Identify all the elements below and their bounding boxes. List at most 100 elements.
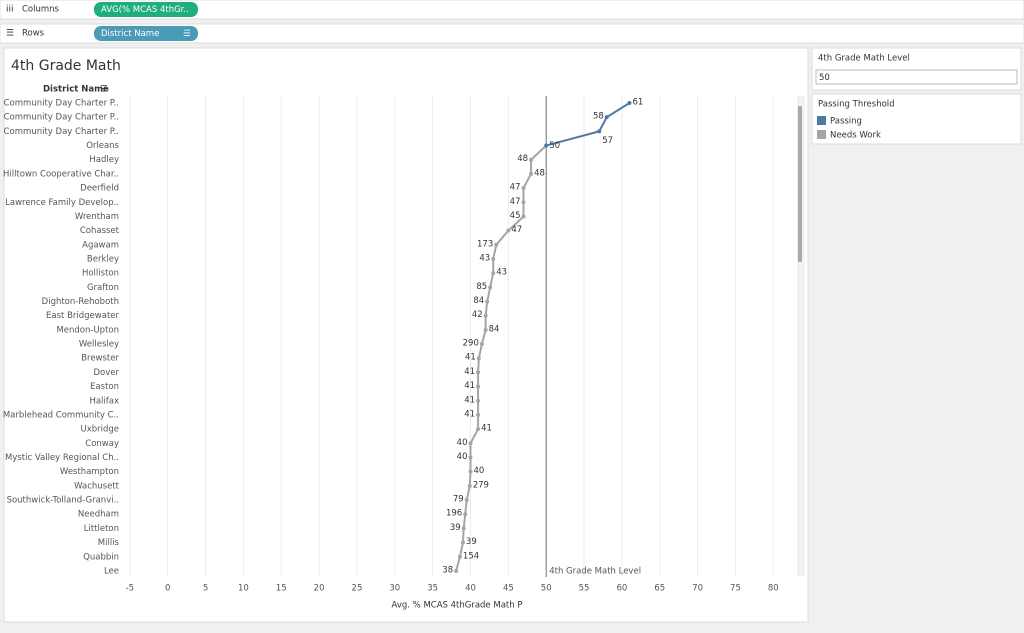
x-tick-label: -5 [126, 584, 134, 594]
point-label: 48 [517, 154, 528, 164]
y-tick-label: Littleton [84, 524, 119, 534]
point [460, 540, 465, 545]
point-label: 196 [446, 509, 462, 519]
y-tick-label: Community Day Charter P.. [4, 127, 119, 137]
y-tick-label: Mystic Valley Regional Ch.. [5, 453, 119, 463]
point-label: 39 [466, 537, 477, 547]
point [529, 171, 534, 176]
point [491, 256, 496, 261]
rows-pill[interactable] [94, 26, 198, 41]
y-tick-label: Halifax [89, 396, 119, 406]
y-tick-label: Millis [98, 538, 120, 548]
point-label: 41 [464, 395, 475, 405]
series-line [545, 102, 631, 147]
rows-label: Rows [22, 29, 45, 39]
y-tick-label: Community Day Charter P.. [4, 113, 119, 123]
point-label: 47 [510, 197, 521, 207]
point [521, 200, 526, 205]
point [468, 455, 473, 460]
point [476, 398, 481, 403]
point [483, 327, 488, 332]
point-label: 173 [477, 239, 493, 249]
point [521, 186, 526, 191]
y-tick-label: Hadley [89, 155, 119, 165]
x-tick-label: 35 [427, 584, 438, 594]
sort-icon[interactable]: ☰ [183, 29, 191, 39]
point-label: 39 [450, 523, 461, 533]
x-tick-label: 55 [579, 584, 590, 594]
point [485, 299, 490, 304]
x-tick-label: 10 [238, 584, 249, 594]
x-tick-label: 50 [541, 584, 552, 594]
legend-title: Passing Threshold [818, 100, 895, 110]
legend-swatch [817, 130, 826, 139]
point [461, 526, 466, 531]
y-tick-label: Easton [90, 382, 119, 392]
y-tick-label: Community Day Charter P.. [4, 99, 119, 109]
y-tick-label: Brewster [81, 354, 119, 364]
point [476, 370, 481, 375]
scrollbar-thumb[interactable] [798, 106, 802, 262]
parameter-title: 4th Grade Math Level [818, 54, 910, 64]
point [479, 342, 484, 347]
parameter-value[interactable]: 50 [819, 73, 830, 83]
point-label: 57 [602, 136, 613, 146]
parameter-input[interactable] [815, 69, 1018, 85]
point-label: 40 [457, 452, 468, 462]
point-label: 40 [474, 466, 485, 476]
point-label: 61 [632, 98, 643, 108]
legend-swatch [817, 116, 826, 125]
x-tick-label: 20 [314, 584, 325, 594]
point-label: 45 [510, 211, 521, 221]
y-tick-label: Lee [104, 566, 119, 576]
columns-pill[interactable] [94, 2, 198, 17]
y-tick-label: Dover [94, 368, 120, 378]
y-tick-label: Wrentham [75, 212, 119, 222]
y-tick-label: Southwick-Tolland-Granvi.. [7, 496, 119, 506]
y-tick-label: Wachusett [74, 481, 120, 491]
point [483, 313, 488, 318]
legend-label: Needs Work [830, 131, 881, 141]
point [476, 384, 481, 389]
point [488, 285, 493, 290]
point [544, 143, 549, 148]
y-tick-label: Grafton [87, 283, 119, 293]
x-axis-title: Avg. % MCAS 4thGrade Math P [392, 601, 523, 611]
x-tick-label: 25 [352, 584, 363, 594]
y-tick-label: Dighton-Rehoboth [42, 297, 119, 307]
point-label: 154 [463, 551, 479, 561]
y-tick-label: Westhampton [60, 467, 119, 477]
point [468, 469, 473, 474]
sort-icon[interactable]: ☰ [100, 85, 108, 95]
point-label: 43 [479, 253, 490, 263]
point [604, 115, 609, 120]
reference-label: 4th Grade Math Level [549, 567, 641, 577]
y-tick-label: Berkley [87, 254, 119, 264]
y-tick-label: East Bridgewater [46, 311, 119, 321]
point-label: 84 [489, 324, 500, 334]
columns-pill-text[interactable]: AVG(% MCAS 4thGr.. [101, 5, 189, 15]
y-tick-label: Orleans [86, 141, 119, 151]
x-tick-label: 0 [165, 584, 170, 594]
chart-title: 4th Grade Math [11, 58, 121, 74]
columns-icon: iii [6, 5, 14, 15]
point [476, 412, 481, 417]
x-tick-label: 15 [276, 584, 287, 594]
point [529, 157, 534, 162]
columns-label: Columns [22, 5, 60, 15]
x-tick-label: 80 [768, 584, 779, 594]
point-label: 279 [473, 480, 489, 490]
rows-icon: ☰ [6, 29, 14, 39]
y-tick-label: Lawrence Family Develop.. [5, 198, 119, 208]
point [457, 554, 462, 559]
point-label: 41 [464, 381, 475, 391]
point-label: 41 [464, 367, 475, 377]
y-tick-label: Conway [85, 439, 119, 449]
point [506, 228, 511, 233]
x-tick-label: 70 [692, 584, 703, 594]
rows-pill-text[interactable]: District Name [101, 29, 159, 39]
point [476, 427, 481, 432]
x-tick-label: 60 [616, 584, 627, 594]
point-label: 58 [593, 112, 604, 122]
